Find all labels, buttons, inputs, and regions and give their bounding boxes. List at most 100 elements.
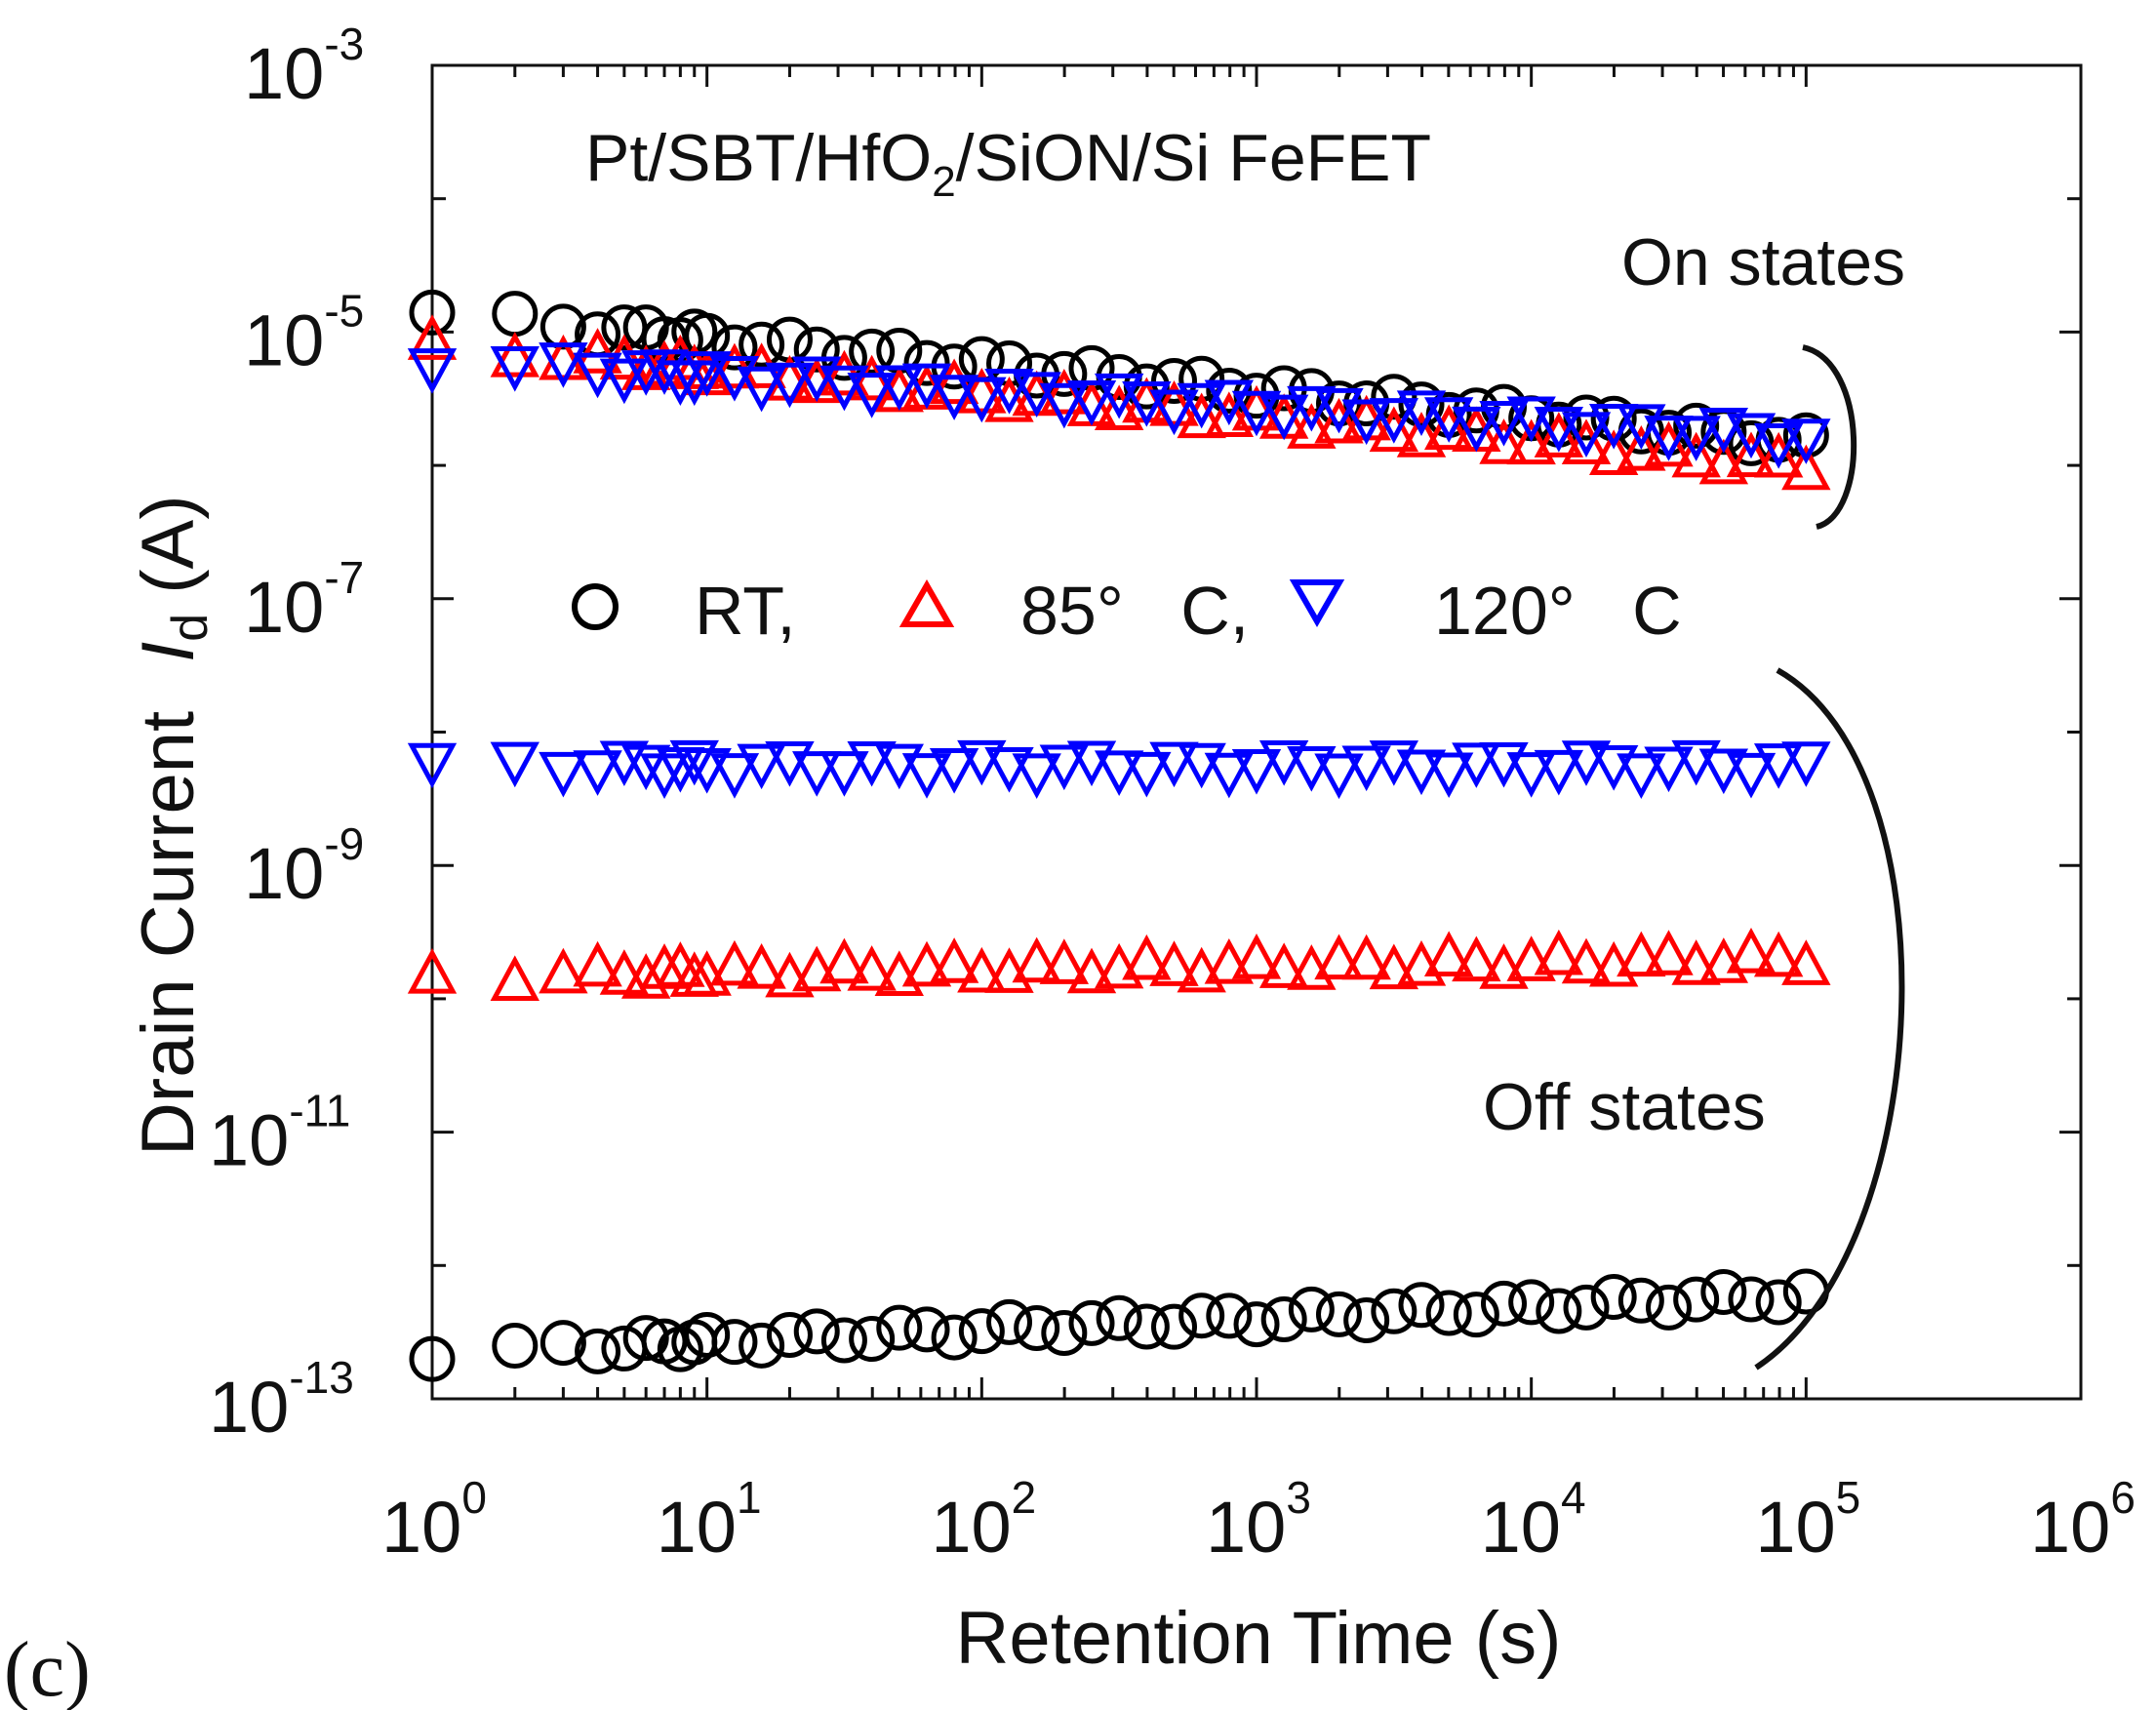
- data-point: [1398, 381, 1445, 428]
- data-point: [737, 743, 786, 790]
- data-point: [599, 949, 650, 995]
- data-point: [490, 345, 539, 392]
- data-point: [957, 946, 1007, 993]
- data-point: [1068, 1299, 1115, 1346]
- data-point: [1149, 741, 1199, 788]
- data-point: [1066, 379, 1117, 426]
- data-point: [599, 358, 650, 405]
- data-point: [669, 343, 719, 389]
- data-point: [1508, 1279, 1555, 1326]
- data-point: [539, 334, 588, 380]
- data-point: [1506, 935, 1556, 981]
- x-tick-label: 106: [2030, 1472, 2136, 1568]
- data-point: [1698, 748, 1749, 795]
- data-point: [1204, 752, 1255, 799]
- data-point: [1452, 742, 1501, 788]
- data-point: [849, 328, 896, 375]
- data-point: [709, 753, 760, 799]
- data-point: [1423, 752, 1474, 799]
- data-point: [1343, 1297, 1390, 1344]
- data-point: [1698, 438, 1749, 485]
- data-point: [1369, 406, 1419, 453]
- data-point: [931, 1314, 978, 1361]
- data-point: [620, 744, 671, 791]
- data-point: [820, 1317, 867, 1364]
- data-point: [1233, 1301, 1280, 1348]
- data-point: [929, 375, 979, 420]
- data-point: [1588, 403, 1639, 450]
- data-point: [1753, 422, 1804, 469]
- data-point: [1122, 751, 1172, 798]
- data-point: [1012, 753, 1061, 799]
- data-point: [1341, 399, 1391, 446]
- data-point: [929, 747, 979, 794]
- data-point: [682, 748, 732, 794]
- data-point: [1204, 937, 1255, 984]
- data-point: [1536, 1288, 1582, 1334]
- data-point: [849, 1316, 896, 1363]
- data-point: [1314, 934, 1364, 980]
- data-point: [1204, 391, 1255, 438]
- data-point: [1781, 939, 1831, 985]
- data-point: [1588, 429, 1639, 475]
- data-point: [1398, 1282, 1445, 1329]
- data-point: [958, 1308, 1005, 1355]
- data-point: [669, 739, 719, 786]
- data-point: [1728, 1276, 1775, 1323]
- x-axis-label: Retention Time (s): [956, 1597, 1562, 1680]
- data-point: [737, 366, 786, 413]
- data-point: [1341, 934, 1391, 980]
- data-point: [539, 1320, 586, 1367]
- x-tick-label: 104: [1481, 1472, 1586, 1568]
- data-point: [1178, 1292, 1225, 1339]
- data-point: [1231, 933, 1282, 979]
- data-point: [1371, 374, 1417, 420]
- data-point: [1258, 739, 1309, 786]
- data-point: [1726, 431, 1777, 478]
- data-point: [766, 1312, 813, 1359]
- data-point: [573, 328, 622, 374]
- data-point: [1561, 937, 1612, 984]
- data-point: [1452, 406, 1501, 453]
- data-point: [792, 751, 842, 797]
- on-states-annotation: On states: [1621, 225, 1905, 299]
- y-tick-label: 10-7: [244, 552, 364, 648]
- data-point: [1094, 384, 1144, 431]
- on-states-bracket: [1802, 344, 1857, 530]
- data-point: [682, 351, 732, 397]
- y-tick-label: 10-13: [209, 1352, 354, 1448]
- data-point: [573, 940, 622, 987]
- data-point: [1012, 936, 1061, 983]
- data-point: [492, 1323, 539, 1370]
- data-point: [819, 365, 869, 412]
- x-tick-label: 100: [381, 1472, 487, 1568]
- data-point: [1151, 1303, 1198, 1350]
- y-tick-label: 10-5: [244, 285, 364, 380]
- data-point: [901, 940, 952, 987]
- data-point: [876, 1304, 923, 1351]
- data-point: [407, 348, 458, 394]
- data-point: [1479, 418, 1529, 464]
- tick-labels: 100 101 102 103 104 105 106 10-3 10-5 10-7 10-9 10-…: [209, 19, 2136, 1568]
- data-point: [1728, 419, 1775, 466]
- axis-ticks: [430, 63, 2083, 1401]
- chart-title: Pt/SBT/HfO2/SiON/Si FeFET: [585, 121, 1431, 206]
- data-point: [1177, 392, 1226, 439]
- data-point: [984, 368, 1034, 415]
- data-point: [573, 352, 622, 399]
- data-point: [622, 1315, 669, 1362]
- data-point: [1039, 382, 1090, 429]
- data-point: [711, 1319, 758, 1366]
- data-point: [1781, 741, 1831, 787]
- data-point: [1644, 746, 1694, 793]
- data-point: [1287, 385, 1337, 432]
- data-point: [1231, 390, 1282, 437]
- data-point: [1314, 753, 1364, 800]
- data-point: [1287, 746, 1337, 792]
- data-point: [1258, 942, 1309, 988]
- data-point: [739, 321, 785, 368]
- data-point: [1671, 431, 1721, 478]
- data-point: [1673, 402, 1720, 449]
- off-states-annotation: Off states: [1483, 1070, 1766, 1144]
